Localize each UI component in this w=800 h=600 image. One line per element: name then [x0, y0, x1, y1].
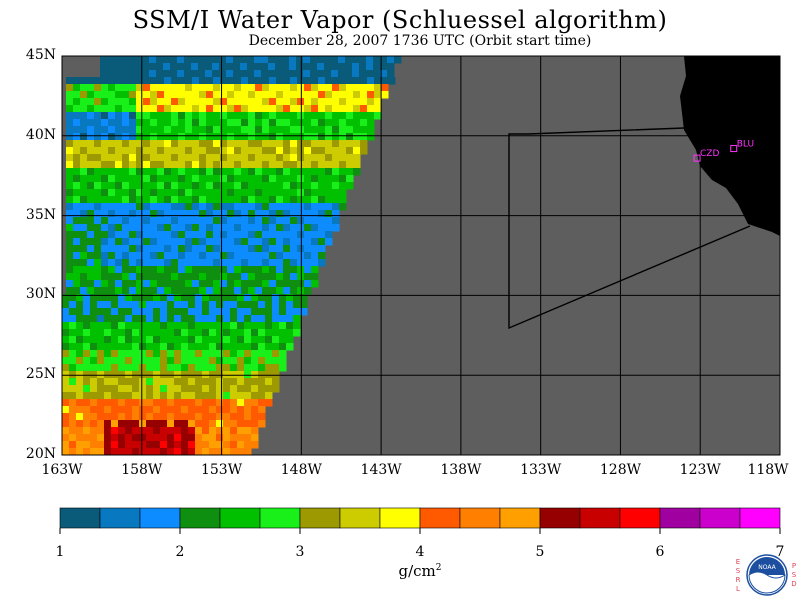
- lon-tick-label: 163W: [41, 462, 83, 478]
- lon-tick-label: 143W: [360, 462, 402, 478]
- colorbar-swatch: [299, 507, 341, 529]
- lat-tick-label: 35N: [25, 206, 56, 223]
- lat-tick-label: 20N: [25, 446, 56, 462]
- lat-tick-label: 30N: [25, 286, 56, 303]
- map-frame: [61, 55, 781, 456]
- colorbar-swatch: [419, 507, 461, 529]
- lon-tick-label: 153W: [200, 462, 243, 478]
- colorbar-swatch: [339, 507, 381, 529]
- svg-text:CZD: CZD: [700, 149, 719, 159]
- station-czd: CZD: [693, 149, 719, 162]
- lat-tick-label: 40N: [25, 126, 56, 143]
- colorbar-tick-label: 3: [295, 544, 305, 560]
- colorbar-swatch: [659, 507, 701, 529]
- lon-tick-label: 128W: [599, 462, 641, 478]
- chart-subtitle: December 28, 2007 1736 UTC (Orbit start …: [248, 33, 592, 49]
- lon-tick-label: 133W: [520, 462, 562, 478]
- colorbar-tick-label: 2: [175, 544, 185, 560]
- colorbar-swatch: [99, 507, 141, 529]
- colorbar-swatch: [219, 507, 261, 529]
- svg-text:NOAA: NOAA: [758, 564, 776, 571]
- colorbar-swatch: [739, 507, 781, 529]
- colorbar-swatch: [379, 507, 421, 529]
- colorbar-swatch: [259, 507, 301, 529]
- colorbar-tick-label: 4: [415, 544, 425, 560]
- colorbar-tick-label: 6: [655, 544, 665, 560]
- colorbar-tick-label: 1: [55, 544, 65, 560]
- colorbar-swatch: [539, 507, 581, 529]
- lat-tick-label: 25N: [25, 366, 56, 383]
- colorbar-swatch: [59, 507, 101, 529]
- lon-tick-label: 118W: [747, 462, 789, 478]
- satellite-swath: [62, 56, 402, 455]
- colorbar-swatch: [179, 507, 221, 529]
- colorbar-swatch: [139, 507, 181, 529]
- chart-title: SSM/I Water Vapor (Schluessel algorithm): [132, 6, 668, 34]
- colorbar-swatch: [699, 507, 741, 529]
- lat-lon-grid: [62, 56, 780, 455]
- station-markers: CZD BLU: [693, 140, 754, 162]
- land-mass: [680, 56, 780, 236]
- svg-text:BLU: BLU: [737, 140, 754, 150]
- lon-tick-label: 158W: [121, 462, 163, 478]
- colorbar: [59, 507, 781, 534]
- colorbar-tick-label: 5: [535, 544, 545, 560]
- lon-tick-label: 123W: [679, 462, 721, 478]
- colorbar-swatch: [459, 507, 501, 529]
- colorbar-swatch: [499, 507, 541, 529]
- colorbar-swatch: [619, 507, 661, 529]
- lon-tick-label: 138W: [440, 462, 482, 478]
- lon-tick-label: 148W: [280, 462, 322, 478]
- flight-track-line: [508, 127, 751, 330]
- lat-tick-label: 45N: [25, 47, 56, 63]
- colorbar-tick-label: 7: [775, 544, 785, 560]
- noaa-emblem-icon: NOAA: [746, 554, 788, 596]
- colorbar-swatch: [579, 507, 621, 529]
- station-blu: BLU: [730, 140, 754, 153]
- colorbar-units: g/cm2: [398, 562, 442, 580]
